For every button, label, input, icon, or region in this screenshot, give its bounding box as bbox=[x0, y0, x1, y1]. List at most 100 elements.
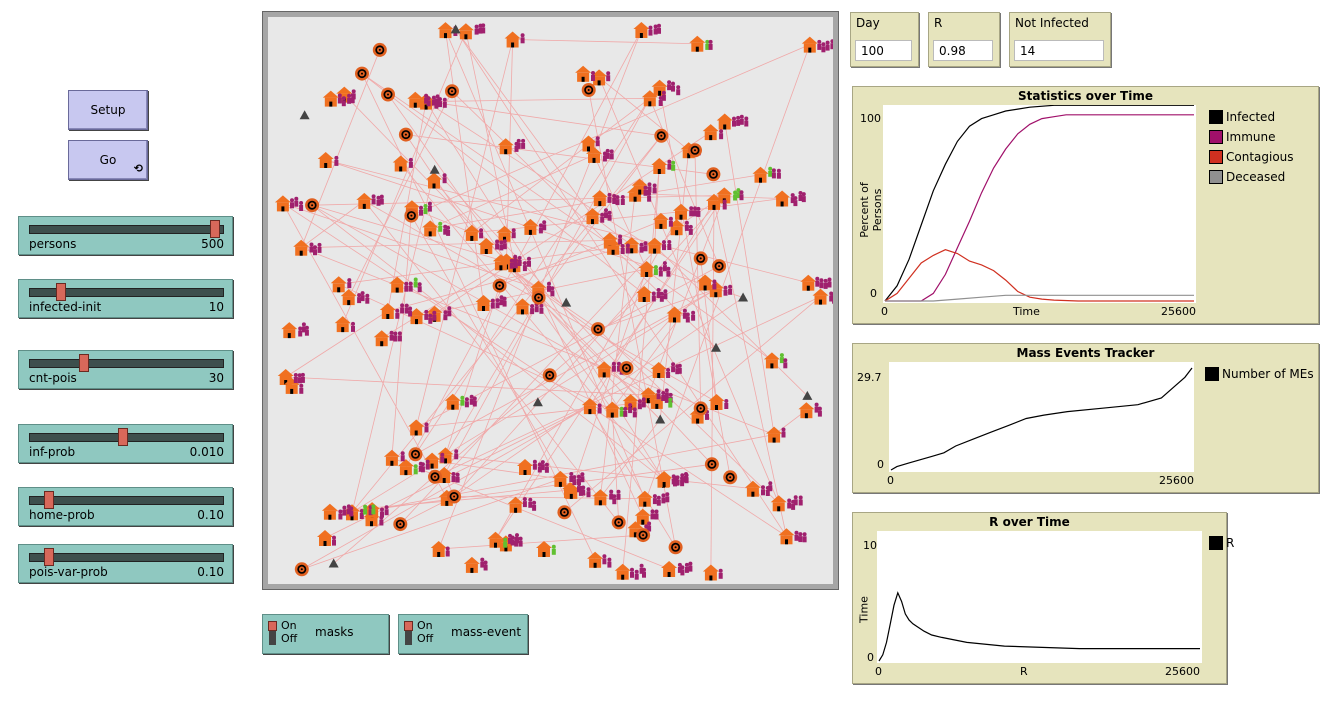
slider-track[interactable] bbox=[29, 496, 224, 505]
house-icon bbox=[673, 203, 689, 220]
slider-track[interactable] bbox=[29, 225, 224, 234]
slider-knob[interactable] bbox=[43, 491, 54, 509]
setup-button[interactable]: Setup bbox=[68, 90, 148, 130]
go-button[interactable]: Go ⟲ bbox=[68, 140, 148, 180]
person-icon bbox=[689, 206, 694, 217]
world-canvas[interactable] bbox=[268, 17, 833, 584]
masks-off-label: Off bbox=[281, 632, 298, 645]
contact-link bbox=[611, 409, 620, 523]
slider-knob[interactable] bbox=[56, 283, 67, 301]
contact-link bbox=[647, 195, 725, 396]
day-monitor-label: Day bbox=[856, 16, 880, 30]
contact-link bbox=[285, 310, 389, 378]
house-icon bbox=[651, 158, 668, 174]
person-icon bbox=[544, 462, 549, 473]
masks-toggle[interactable] bbox=[268, 621, 277, 645]
house-icon bbox=[774, 190, 791, 207]
person-icon bbox=[656, 288, 661, 298]
person-icon bbox=[499, 295, 504, 306]
house-icon bbox=[778, 528, 795, 545]
poi-target-icon bbox=[447, 489, 462, 504]
mass-event-switch[interactable]: On Off mass-event bbox=[398, 614, 528, 654]
contact-link bbox=[635, 193, 783, 199]
slider-knob[interactable] bbox=[210, 220, 220, 238]
poi-target-icon bbox=[393, 517, 408, 532]
house-icon bbox=[651, 79, 668, 96]
poi-target-icon bbox=[611, 515, 626, 530]
person-icon bbox=[550, 286, 555, 297]
person-icon bbox=[676, 85, 681, 96]
series-line-r bbox=[878, 591, 1200, 662]
slider-home-prob[interactable]: home-prob 0.10 bbox=[18, 487, 233, 526]
person-icon bbox=[665, 492, 670, 503]
contact-link bbox=[453, 195, 725, 497]
person-icon bbox=[438, 221, 443, 232]
house-icon bbox=[661, 561, 678, 577]
person-icon bbox=[667, 240, 672, 250]
world-view[interactable] bbox=[262, 11, 839, 590]
house-icon bbox=[274, 195, 291, 212]
x-tick-min: 0 bbox=[887, 474, 894, 487]
house-icon bbox=[614, 563, 631, 580]
person-icon bbox=[423, 204, 428, 214]
contact-link bbox=[391, 208, 413, 458]
house-icon bbox=[552, 470, 569, 487]
person-icon bbox=[349, 506, 354, 517]
slider-infected-init[interactable]: infected-init 10 bbox=[18, 279, 233, 318]
person-icon bbox=[602, 554, 607, 565]
legend-entry: Number of MEs bbox=[1205, 364, 1314, 384]
deceased-marker-icon bbox=[328, 558, 339, 568]
legend-label: Number of MEs bbox=[1222, 367, 1314, 381]
house-icon bbox=[666, 306, 683, 323]
person-icon bbox=[682, 308, 687, 319]
person-icon bbox=[648, 25, 653, 36]
person-icon bbox=[572, 475, 577, 486]
house-icon bbox=[487, 531, 504, 548]
person-icon bbox=[503, 537, 508, 548]
person-icon bbox=[639, 242, 644, 253]
contact-link bbox=[512, 39, 698, 45]
masks-switch[interactable]: On Off masks bbox=[262, 614, 389, 654]
person-icon bbox=[606, 71, 611, 82]
slider-label: infected-init bbox=[29, 300, 102, 314]
slider-track[interactable] bbox=[29, 288, 224, 297]
contact-link bbox=[455, 29, 593, 217]
person-icon bbox=[794, 530, 799, 541]
house-icon bbox=[383, 449, 400, 466]
contact-link bbox=[381, 261, 507, 339]
slider-cnt-pois[interactable]: cnt-pois 30 bbox=[18, 350, 233, 389]
contact-link bbox=[465, 31, 515, 265]
mass-event-toggle[interactable] bbox=[404, 621, 413, 645]
slider-pois-var-prob[interactable]: pois-var-prob 0.10 bbox=[18, 544, 233, 583]
person-icon bbox=[662, 261, 667, 272]
slider-track[interactable] bbox=[29, 553, 224, 562]
person-icon bbox=[420, 462, 425, 473]
house-icon bbox=[322, 90, 339, 107]
person-icon bbox=[479, 228, 484, 239]
person-icon bbox=[425, 459, 430, 470]
forever-icon: ⟲ bbox=[133, 162, 143, 175]
slider-persons[interactable]: persons 500 bbox=[18, 216, 233, 255]
person-icon bbox=[641, 397, 646, 408]
person-icon bbox=[597, 403, 602, 414]
person-icon bbox=[798, 495, 803, 506]
slider-knob[interactable] bbox=[78, 354, 89, 372]
x-tick-min: 0 bbox=[875, 665, 882, 678]
house-icon bbox=[463, 224, 480, 241]
person-icon bbox=[659, 291, 664, 302]
slider-knob[interactable] bbox=[43, 548, 54, 566]
legend-label: R bbox=[1226, 536, 1235, 550]
person-icon bbox=[342, 505, 347, 516]
person-icon bbox=[532, 500, 537, 511]
person-icon bbox=[351, 89, 356, 100]
house-icon bbox=[407, 91, 424, 108]
person-icon bbox=[294, 196, 299, 207]
contact-link bbox=[434, 169, 713, 465]
day-monitor-value: 100 bbox=[855, 40, 912, 61]
legend-label: Contagious bbox=[1226, 150, 1294, 164]
slider-inf-prob[interactable]: inf-prob 0.010 bbox=[18, 424, 233, 463]
poi-target-icon bbox=[636, 528, 651, 543]
slider-track[interactable] bbox=[29, 359, 224, 368]
house-icon bbox=[392, 155, 409, 172]
slider-knob[interactable] bbox=[117, 428, 128, 446]
